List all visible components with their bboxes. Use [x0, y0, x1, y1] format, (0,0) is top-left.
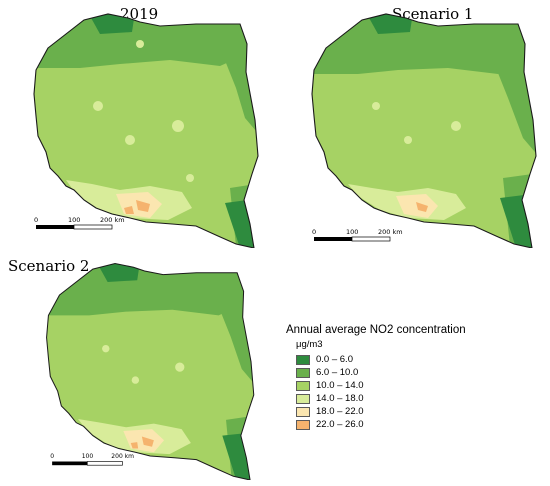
legend-item: 10.0 – 14.0: [296, 379, 526, 392]
legend-item: 14.0 – 18.0: [296, 392, 526, 405]
scale-bar: 0 100 200 km: [50, 453, 134, 466]
scale-label-0: 0: [312, 228, 316, 236]
legend-label: 6.0 – 10.0: [316, 367, 359, 378]
legend-item: 6.0 – 10.0: [296, 366, 526, 379]
legend-swatch: [296, 380, 310, 391]
legend-label: 10.0 – 14.0: [316, 380, 364, 391]
legend-swatch: [296, 393, 310, 404]
legend-item: 18.0 – 22.0: [296, 405, 526, 418]
poland-map-shape: [33, 13, 259, 248]
scale-label-0: 0: [34, 216, 38, 224]
legend-swatch: [296, 419, 310, 430]
legend-label: 0.0 – 6.0: [316, 354, 353, 365]
legend-unit: μg/m3: [296, 339, 323, 350]
legend-label: 14.0 – 18.0: [316, 393, 364, 404]
scale-label-100: 100: [346, 228, 358, 236]
poland-map-shape: [46, 263, 255, 480]
scale-label-200: 200 km: [100, 216, 125, 224]
scale-label-0: 0: [50, 453, 54, 460]
scale-bar: 0 100 200 km: [312, 228, 403, 242]
legend-title: Annual average NO2 concentration: [286, 324, 466, 336]
poland-map-shape: [311, 13, 537, 248]
legend-swatch: [296, 406, 310, 417]
legend-item: 0.0 – 6.0: [296, 353, 526, 366]
legend: Annual average NO2 concentration μg/m3 0…: [286, 324, 526, 431]
map-scenario-1: 0 100 200 km: [311, 13, 537, 248]
legend-label: 18.0 – 22.0: [316, 406, 364, 417]
scale-label-200: 200 km: [111, 453, 134, 460]
map-title-scenario-1: Scenario 1: [392, 5, 474, 23]
map-title-scenario-2: Scenario 2: [8, 257, 90, 275]
scale-label-100: 100: [68, 216, 80, 224]
legend-label: 22.0 – 26.0: [316, 419, 364, 430]
legend-item: 22.0 – 26.0: [296, 418, 526, 431]
map-scenario-2: 0 100 200 km: [46, 263, 255, 480]
map-2019: 0 100 200 km: [33, 13, 259, 248]
scale-label-200: 200 km: [378, 228, 403, 236]
scale-bar: 0 100 200 km: [34, 216, 125, 230]
legend-swatch: [296, 354, 310, 365]
scale-label-100: 100: [82, 453, 94, 460]
legend-swatch: [296, 367, 310, 378]
